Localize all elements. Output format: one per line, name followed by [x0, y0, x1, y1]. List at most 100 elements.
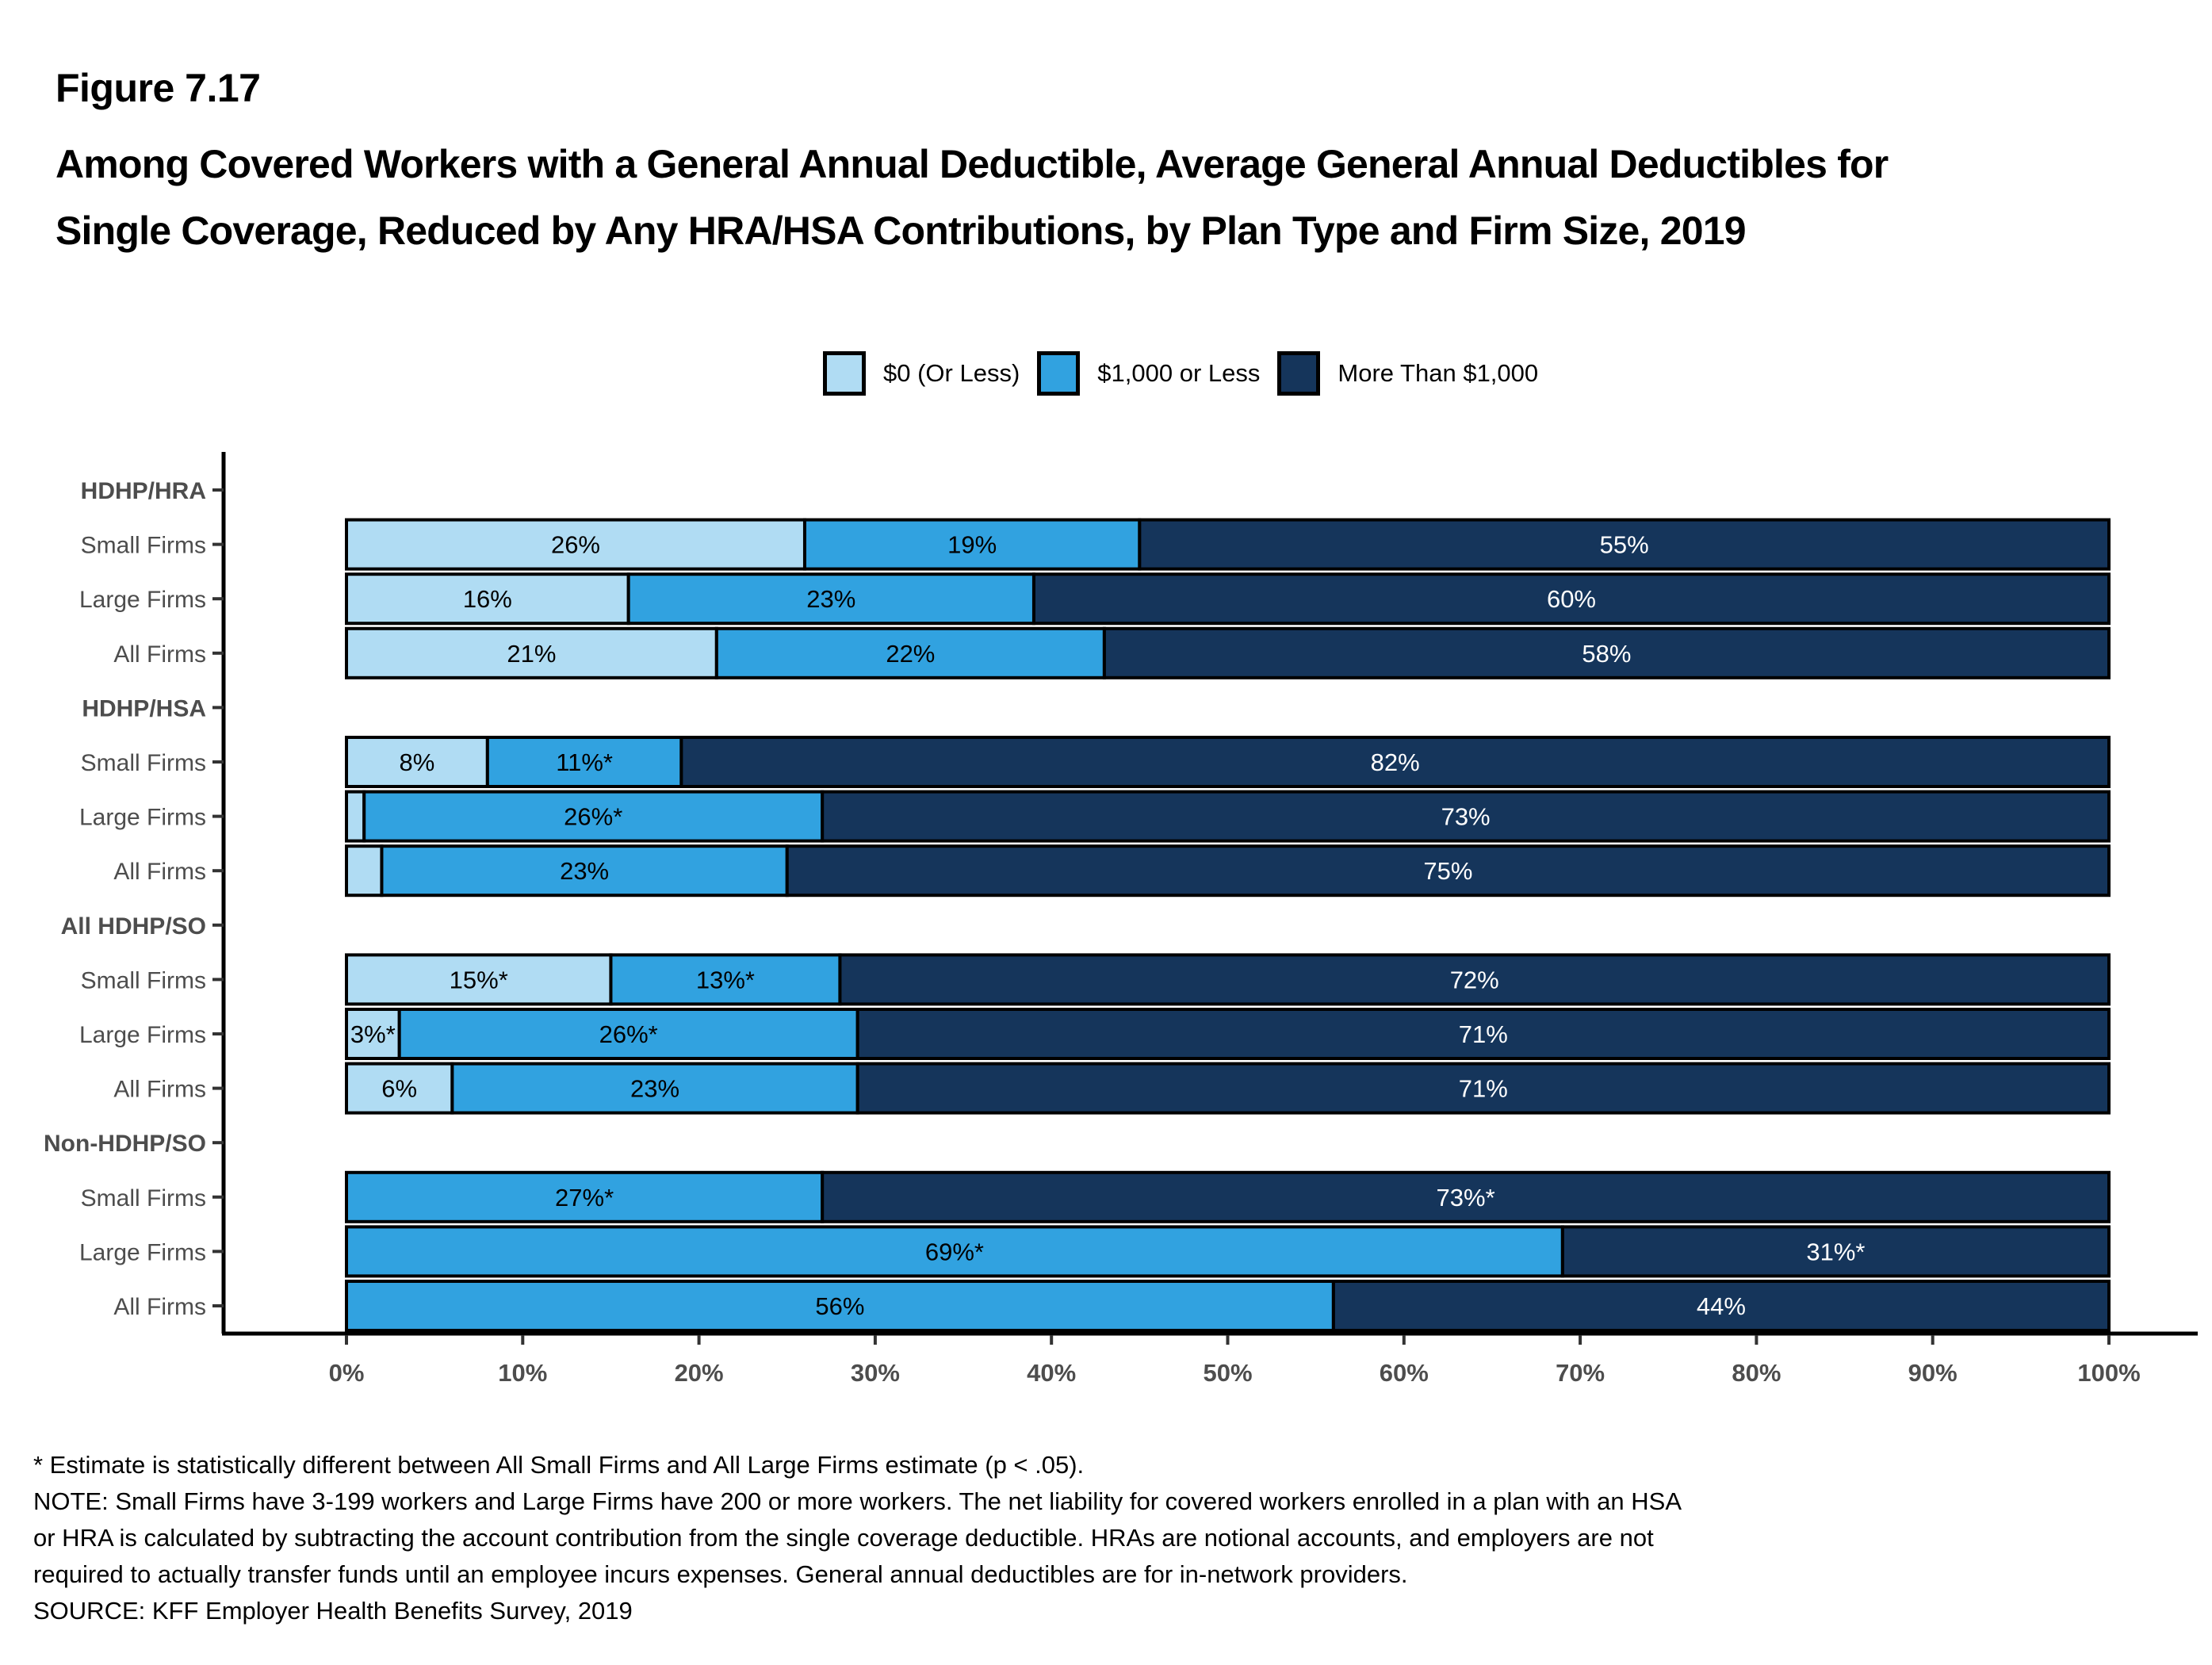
bar-segment — [1138, 518, 2111, 571]
data-label: 26%* — [599, 1020, 658, 1048]
x-tick-label: 100% — [2077, 1359, 2140, 1387]
data-label: 73% — [1441, 803, 1491, 831]
bar-segment — [855, 1008, 2111, 1060]
data-label: 3%* — [350, 1020, 396, 1048]
bar-segment — [1560, 1225, 2111, 1278]
bar-segment — [821, 790, 2111, 843]
x-tick-label: 70% — [1556, 1359, 1605, 1387]
bar-segment — [679, 736, 2111, 788]
stacked-bar-chart: 0% 10% 20% 30% 40% 50% 60% 70% 80% 90% 100% HDHP/HR… — [44, 452, 2198, 1387]
data-label: 75% — [1423, 857, 1472, 885]
legend-item-more-than-1000: More Than $1,000 — [1277, 351, 1538, 396]
legend-item-1000-or-less: $1,000 or Less — [1037, 351, 1260, 396]
category-label: Large Firms — [79, 1022, 206, 1048]
data-label: 16% — [463, 585, 512, 613]
footnote-note-line-2: or HRA is calculated by subtracting the … — [33, 1524, 1654, 1552]
bar-segment — [397, 1008, 859, 1060]
category-label: All Firms — [113, 641, 206, 668]
bar-segment — [802, 518, 1142, 571]
data-label: 19% — [947, 531, 997, 559]
data-label: 72% — [1450, 966, 1499, 993]
data-label: 26% — [551, 531, 600, 559]
footnotes: * Estimate is statistically different be… — [33, 1447, 1682, 1629]
data-label: 71% — [1459, 1075, 1508, 1103]
bar-segment — [1331, 1280, 2111, 1332]
bar-segment — [838, 953, 2111, 1006]
figure-number: Figure 7.17 — [55, 66, 261, 110]
group-label: HDHP/HSA — [82, 695, 206, 722]
legend-label: More Than $1,000 — [1338, 359, 1539, 387]
data-label: 71% — [1459, 1020, 1508, 1048]
data-label: 11%* — [556, 748, 613, 776]
group-label: HDHP/HRA — [81, 478, 206, 504]
data-label: 44% — [1697, 1292, 1746, 1320]
chart-title: Among Covered Workers with a General Ann… — [55, 142, 1889, 253]
data-label: 60% — [1547, 585, 1596, 613]
x-tick-label: 60% — [1380, 1359, 1429, 1387]
footnote-significance: * Estimate is statistically different be… — [33, 1451, 1085, 1479]
bar-segment — [609, 953, 842, 1006]
bar-segment — [345, 844, 384, 898]
bar-segment — [626, 572, 1035, 626]
data-label: 23% — [806, 585, 855, 613]
bar-segment — [1031, 572, 2111, 626]
data-label: 55% — [1600, 531, 1649, 559]
legend: $0 (Or Less) $1,000 or Less More Than $1… — [823, 347, 1556, 400]
legend-swatch-1000-or-less — [1037, 351, 1081, 396]
data-label: 15%* — [450, 966, 508, 993]
bar-segment — [345, 626, 718, 679]
group-label: All HDHP/SO — [61, 913, 206, 940]
category-label: Small Firms — [81, 533, 206, 559]
x-tick-label: 40% — [1027, 1359, 1076, 1387]
data-label: 8% — [400, 748, 435, 776]
data-label: 21% — [507, 640, 556, 668]
bar-segment — [345, 1280, 1335, 1332]
legend-label: $1,000 or Less — [1097, 359, 1261, 387]
category-label: Small Firms — [81, 1185, 206, 1211]
bar-segment — [450, 1062, 859, 1115]
x-tick-label: 10% — [498, 1359, 547, 1387]
data-label: 69%* — [925, 1238, 984, 1265]
data-label: 26%* — [564, 803, 622, 831]
footnote-note-line-1: NOTE: Small Firms have 3-199 workers and… — [33, 1487, 1682, 1515]
bar-segment — [714, 626, 1106, 679]
category-label: All Firms — [113, 1077, 206, 1103]
bar-segment — [345, 1225, 1564, 1278]
data-label: 82% — [1371, 748, 1420, 776]
data-label: 31%* — [1806, 1238, 1865, 1265]
data-label: 23% — [630, 1075, 679, 1103]
data-label: 73%* — [1437, 1184, 1495, 1211]
bar-segment — [345, 736, 489, 788]
category-label: Small Firms — [81, 967, 206, 993]
bar-segment — [821, 1170, 2111, 1223]
bar-segment — [345, 790, 366, 843]
data-label: 13%* — [696, 966, 755, 993]
category-label: Large Firms — [79, 587, 206, 613]
category-label: All Firms — [113, 1294, 206, 1320]
footnote-note-line-3: required to actually transfer funds unti… — [33, 1560, 1408, 1588]
category-label: All Firms — [113, 859, 206, 885]
bar-segment — [345, 572, 630, 626]
x-tick-label: 20% — [675, 1359, 724, 1387]
group-label: Non-HDHP/SO — [44, 1131, 206, 1157]
category-label: Large Firms — [79, 805, 206, 831]
data-label: 22% — [886, 640, 935, 668]
footnote-source: SOURCE: KFF Employer Health Benefits Sur… — [33, 1597, 633, 1625]
data-label: 6% — [381, 1075, 417, 1103]
legend-label: $0 (Or Less) — [883, 359, 1020, 387]
category-label: Small Firms — [81, 750, 206, 776]
bar-segment — [1102, 626, 2111, 679]
category-label: Large Firms — [79, 1239, 206, 1265]
x-tick-label: 0% — [329, 1359, 365, 1387]
data-label: 56% — [815, 1292, 864, 1320]
legend-swatch-more-than-1000 — [1277, 351, 1321, 396]
bar-segment — [855, 1062, 2111, 1115]
bar-segment — [345, 1170, 825, 1223]
bar-segment — [380, 844, 789, 898]
x-tick-label: 80% — [1732, 1359, 1781, 1387]
data-label: 27%* — [555, 1184, 614, 1211]
data-label: 23% — [560, 857, 609, 885]
x-tick-label: 50% — [1203, 1359, 1252, 1387]
bar-segment — [785, 844, 2111, 898]
data-label: 58% — [1582, 640, 1631, 668]
